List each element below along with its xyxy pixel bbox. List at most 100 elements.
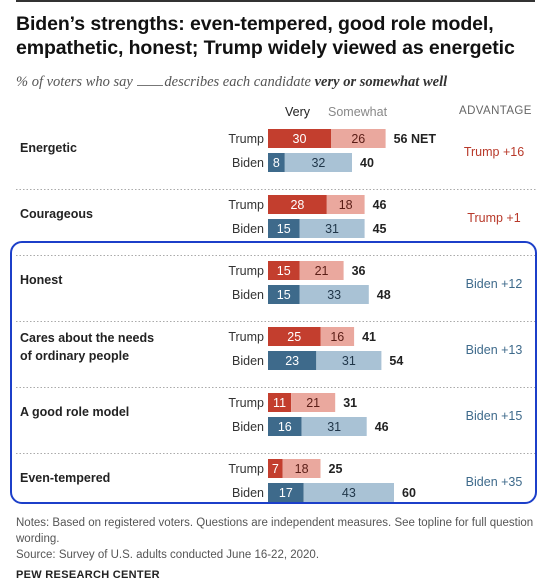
- trump-very-bar: [268, 129, 331, 148]
- biden-total-value: 45: [373, 222, 387, 236]
- biden-very-bar: [268, 483, 304, 502]
- biden-very-value: 15: [277, 222, 291, 236]
- subtitle-prefix: % of voters who say: [16, 74, 133, 90]
- trump-somewhat-bar: [320, 327, 355, 346]
- biden-somewhat-value: 31: [327, 420, 341, 434]
- biden-somewhat-bar: [299, 219, 365, 238]
- trump-somewhat-value: 18: [295, 462, 309, 476]
- trump-row-label: Trump: [228, 330, 264, 344]
- biden-somewhat-value: 32: [311, 156, 325, 170]
- biden-very-bar: [268, 219, 300, 238]
- biden-very-value: 16: [278, 420, 292, 434]
- biden-row-label: Biden: [232, 486, 264, 500]
- trump-row-label: Trump: [228, 132, 264, 146]
- trump-total-value: 31: [343, 396, 357, 410]
- notes-text: Notes: Based on registered voters. Quest…: [16, 517, 534, 545]
- biden-row-label: Biden: [232, 354, 264, 368]
- trump-somewhat-bar: [326, 195, 365, 214]
- biden-somewhat-value: 43: [342, 486, 356, 500]
- advantage-label-honest: Biden +12: [466, 277, 523, 291]
- category-label-even-tempered: Even-tempered: [20, 471, 110, 485]
- highlight-box: [10, 241, 537, 504]
- biden-somewhat-bar: [299, 285, 369, 304]
- category-label-energetic: Energetic: [20, 141, 77, 155]
- trump-very-value: 7: [272, 462, 279, 476]
- trump-very-value: 25: [287, 330, 301, 344]
- trump-very-bar: [268, 195, 327, 214]
- biden-very-bar: [268, 417, 302, 436]
- biden-somewhat-bar: [316, 351, 382, 370]
- trump-row-label: Trump: [228, 264, 264, 278]
- category-label-a-good-role-model: A good role model: [20, 405, 129, 419]
- biden-total-value: 40: [360, 156, 374, 170]
- trump-total-value: 46: [373, 198, 387, 212]
- biden-very-value: 8: [273, 156, 280, 170]
- trump-very-bar: [268, 393, 292, 412]
- biden-total-value: 48: [377, 288, 391, 302]
- biden-very-value: 23: [285, 354, 299, 368]
- trump-somewhat-bar: [299, 261, 344, 280]
- chart-subtitle: % of voters who say describes each candi…: [16, 74, 538, 91]
- advantage-header: ADVANTAGE: [459, 105, 532, 117]
- trump-very-value: 11: [273, 396, 286, 410]
- biden-somewhat-bar: [301, 417, 367, 436]
- advantage-label-even-tempered: Biden +35: [466, 475, 523, 489]
- biden-very-bar: [268, 351, 317, 370]
- trump-very-value: 30: [293, 132, 307, 146]
- biden-very-value: 15: [277, 288, 291, 302]
- biden-very-bar: [268, 153, 285, 172]
- biden-somewhat-bar: [303, 483, 394, 502]
- trump-somewhat-value: 21: [306, 396, 320, 410]
- advantage-label-a-good-role-model: Biden +15: [466, 409, 523, 423]
- trump-very-bar: [268, 327, 321, 346]
- trump-row-label: Trump: [228, 198, 264, 212]
- trump-somewhat-bar: [282, 459, 321, 478]
- biden-total-value: 46: [375, 420, 389, 434]
- trump-somewhat-value: 26: [351, 132, 365, 146]
- biden-row-label: Biden: [232, 222, 264, 236]
- trump-very-bar: [268, 459, 283, 478]
- biden-somewhat-value: 33: [327, 288, 341, 302]
- biden-somewhat-bar: [284, 153, 352, 172]
- advantage-label-energetic: Trump +16: [464, 145, 524, 159]
- trump-somewhat-value: 16: [330, 330, 344, 344]
- trump-total-value: 41: [362, 330, 376, 344]
- chart-notes: Notes: Based on registered voters. Quest…: [16, 515, 536, 563]
- biden-very-bar: [268, 285, 300, 304]
- advantage-label-cares-about-the-needs-of-ordinary-people: Biden +13: [466, 343, 523, 357]
- subtitle-blank: [137, 74, 164, 86]
- trump-very-bar: [268, 261, 300, 280]
- trump-row-label: Trump: [228, 462, 264, 476]
- biden-very-value: 17: [279, 486, 293, 500]
- biden-total-value: 60: [402, 486, 416, 500]
- legend-somewhat: Somewhat: [328, 105, 388, 119]
- biden-row-label: Biden: [232, 288, 264, 302]
- brand-name: PEW RESEARCH CENTER: [16, 569, 160, 581]
- trump-total-value: 36: [352, 264, 366, 278]
- trump-row-label: Trump: [228, 396, 264, 410]
- source-text: Source: Survey of U.S. adults conducted …: [16, 549, 320, 561]
- biden-somewhat-value: 31: [342, 354, 356, 368]
- trump-total-value: 56 NET: [394, 132, 437, 146]
- category-label-courageous: Courageous: [20, 207, 93, 221]
- category-label-cares-about-the-needs-of-ordinary-people: Cares about the needs: [20, 331, 154, 345]
- biden-total-value: 54: [389, 354, 403, 368]
- category-label-honest: Honest: [20, 273, 63, 287]
- biden-somewhat-value: 31: [325, 222, 339, 236]
- trump-very-value: 28: [290, 198, 304, 212]
- biden-row-label: Biden: [232, 156, 264, 170]
- trump-somewhat-bar: [291, 393, 336, 412]
- subtitle-middle: describes each candidate: [164, 74, 311, 90]
- trump-somewhat-value: 21: [315, 264, 329, 278]
- trump-very-value: 15: [277, 264, 291, 278]
- chart-title: Biden’s strengths: even-tempered, good r…: [16, 13, 515, 59]
- legend-very: Very: [285, 105, 311, 119]
- top-rule: [16, 0, 535, 2]
- advantage-label-courageous: Trump +1: [467, 211, 520, 225]
- trump-somewhat-value: 18: [339, 198, 353, 212]
- biden-row-label: Biden: [232, 420, 264, 434]
- subtitle-emphasis: very or somewhat well: [314, 74, 448, 90]
- category-label-cares-about-the-needs-of-ordinary-people: of ordinary people: [20, 349, 129, 363]
- trump-total-value: 25: [329, 462, 343, 476]
